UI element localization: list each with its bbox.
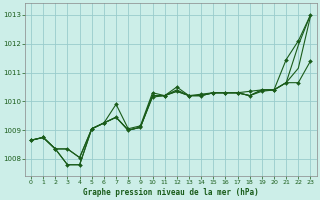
X-axis label: Graphe pression niveau de la mer (hPa): Graphe pression niveau de la mer (hPa) — [83, 188, 259, 197]
